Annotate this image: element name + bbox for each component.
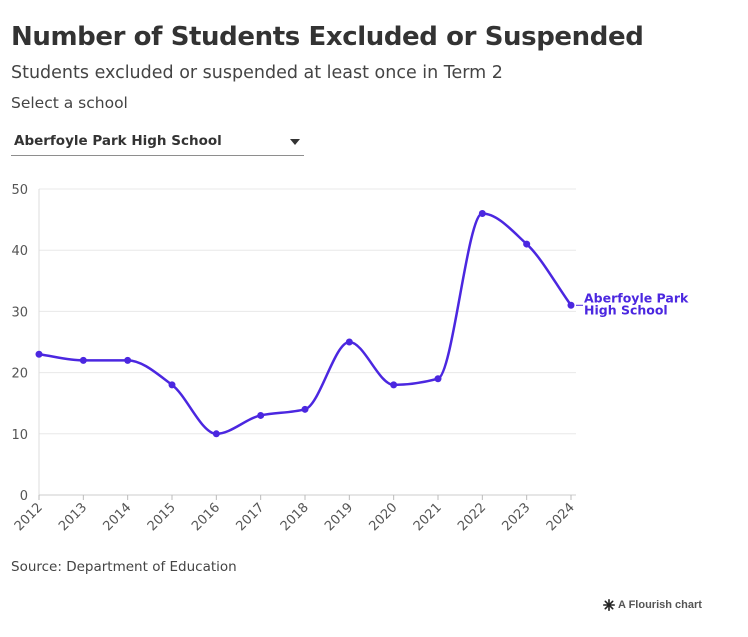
y-tick-label: 10 <box>11 428 28 443</box>
y-tick-label: 30 <box>11 305 28 320</box>
data-point[interactable] <box>212 430 220 438</box>
x-tick-label: 2023 <box>499 500 533 534</box>
source-note: Source: Department of Education <box>11 559 237 575</box>
y-tick-label: 0 <box>20 489 28 504</box>
x-tick-label: 2019 <box>322 500 356 534</box>
data-point[interactable] <box>390 381 398 389</box>
data-point[interactable] <box>523 240 531 248</box>
chevron-down-icon[interactable] <box>290 139 300 145</box>
data-point[interactable] <box>124 356 132 364</box>
data-point[interactable] <box>345 338 353 346</box>
x-tick-label: 2021 <box>411 500 445 534</box>
x-tick-label: 2016 <box>189 500 223 534</box>
data-point[interactable] <box>35 350 43 358</box>
x-tick-label: 2014 <box>100 500 134 534</box>
x-tick-label: 2012 <box>12 500 46 534</box>
series-label: Aberfoyle Park <box>584 290 689 305</box>
x-tick-label: 2017 <box>233 500 267 534</box>
y-tick-label: 50 <box>11 183 28 198</box>
chart-title: Number of Students Excluded or Suspended <box>11 22 644 52</box>
x-tick-label: 2020 <box>366 500 400 534</box>
series-label: High School <box>584 302 668 317</box>
chart-subtitle: Students excluded or suspended at least … <box>11 63 503 83</box>
data-point[interactable] <box>257 411 265 419</box>
school-dropdown-value: Aberfoyle Park High School <box>14 133 222 149</box>
x-tick-label: 2013 <box>56 500 90 534</box>
data-point[interactable] <box>567 301 575 309</box>
data-point[interactable] <box>301 405 309 413</box>
data-point[interactable] <box>478 209 486 217</box>
x-tick-label: 2015 <box>145 500 179 534</box>
series-line <box>38 212 573 436</box>
x-tick-label: 2018 <box>278 500 312 534</box>
x-tick-label: 2024 <box>544 500 578 534</box>
line-chart: 0 10 20 30 40 50 2012 2013 2014 2015 2016 2017 2018 2… <box>11 183 689 534</box>
x-tick-label: 2022 <box>455 500 489 534</box>
flourish-credit[interactable]: A Flourish chart <box>603 598 702 612</box>
school-dropdown[interactable]: Aberfoyle Park High School <box>11 127 304 156</box>
data-point[interactable] <box>434 375 442 383</box>
data-point[interactable] <box>168 381 176 389</box>
select-school-label: Select a school <box>11 94 128 112</box>
y-tick-label: 20 <box>11 367 28 382</box>
flourish-logo-icon <box>603 599 615 611</box>
data-point[interactable] <box>79 356 87 364</box>
y-tick-label: 40 <box>11 244 28 259</box>
flourish-credit-text: A Flourish chart <box>618 599 702 611</box>
